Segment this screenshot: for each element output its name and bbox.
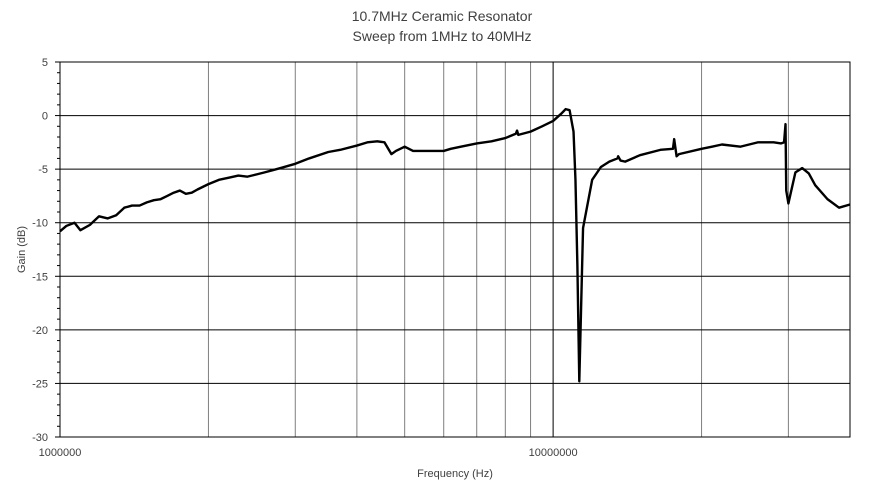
y-tick-labels: 5 0 -5 -10 -15 -20 -25 -30: [32, 57, 48, 444]
x-tick-labels: 1000000 10000000: [39, 447, 578, 459]
y-axis-label: Gain (dB): [16, 226, 28, 273]
x-tick-label: 10000000: [529, 447, 578, 459]
grid-lines: [60, 62, 850, 437]
y-tick-label: -15: [32, 271, 48, 283]
chart-title: 10.7MHz Ceramic Resonator: [351, 8, 533, 24]
series-line: [59, 107, 851, 383]
x-tick-label: 1000000: [39, 447, 82, 459]
x-axis-label: Frequency (Hz): [417, 468, 493, 480]
plot-area: [59, 61, 851, 438]
y-tick-label: -5: [38, 164, 48, 176]
chart-subtitle: Sweep from 1MHz to 40MHz: [352, 28, 532, 44]
y-tick-label: 0: [42, 111, 48, 123]
y-tick-label: -10: [32, 218, 48, 230]
y-tick-label: -25: [32, 378, 48, 390]
y-tick-label: 5: [42, 57, 48, 69]
y-tick-label: -20: [32, 325, 48, 337]
y-minor-ticks: [55, 61, 60, 438]
y-tick-label: -30: [32, 432, 48, 444]
